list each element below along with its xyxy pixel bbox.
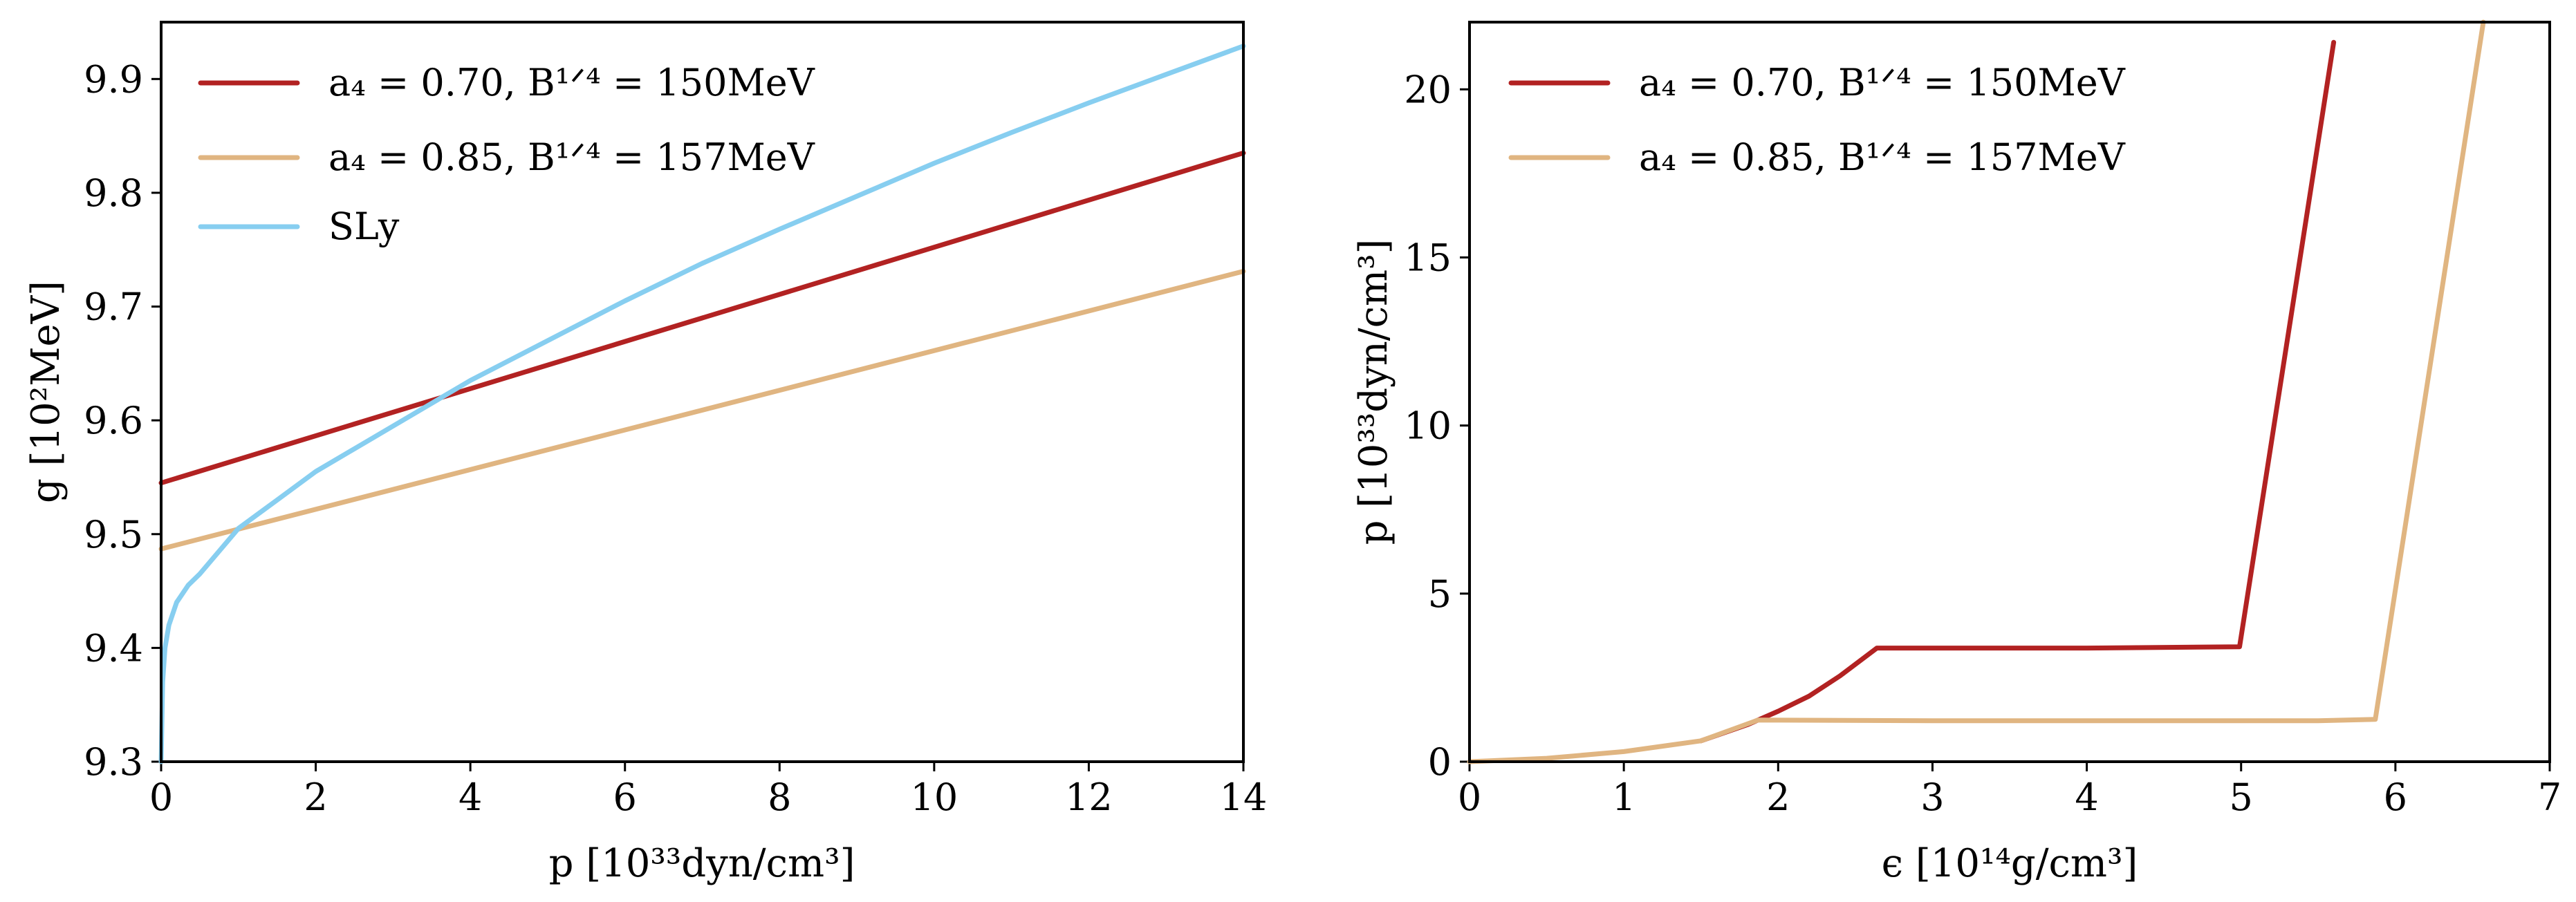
y-tick-label: 9.5 [84,513,143,556]
y-tick-label: 9.7 [84,285,143,329]
x-tick-label: 6 [613,776,637,819]
legend-label-red: a₄ = 0.70, B¹ᐟ⁴ = 150MeV [328,61,815,104]
y-tick-label: 9.9 [84,57,143,101]
right-x-axis-label: ϵ [10¹⁴g/cm³] [1882,841,2138,886]
x-tick-label: 8 [768,776,791,819]
x-tick-label: 14 [1220,776,1268,819]
x-tick-label: 4 [458,776,482,819]
x-tick-label: 5 [2230,776,2253,819]
x-tick-label: 0 [149,776,173,819]
y-tick-label: 9.6 [84,399,143,442]
left-legend: a₄ = 0.70, B¹ᐟ⁴ = 150MeV a₄ = 0.85, B¹ᐟ⁴… [198,61,815,248]
left-axes-frame [160,21,1245,763]
legend-label-red: a₄ = 0.70, B¹ᐟ⁴ = 150MeV [1639,61,2126,104]
series-line-blue [158,44,1246,764]
y-tick-label: 10 [1404,404,1452,448]
right-ticks: 0 1 2 3 4 5 6 7 0 5 10 15 20 [1404,68,2561,819]
y-tick-label: 20 [1404,68,1452,111]
x-tick-label: 1 [1612,776,1636,819]
series-line-tan [1467,19,2486,764]
x-tick-label: 2 [1766,776,1790,819]
series-line-tan [158,269,1246,552]
left-x-axis-label: p [10³³dyn/cm³] [549,841,855,886]
right-series-group [1467,19,2486,764]
x-tick-label: 7 [2538,776,2561,819]
x-tick-label: 0 [1458,776,1481,819]
left-series-group [158,44,1246,764]
y-tick-label: 9.3 [84,740,143,784]
legend-label-tan: a₄ = 0.85, B¹ᐟ⁴ = 157MeV [1639,135,2126,179]
right-axes-frame [1468,21,2551,763]
left-chart: 0 2 4 6 8 10 12 14 9.3 9.4 9.5 9.6 9.7 9.8 9.9 a₄ = 0.… [24,21,1267,886]
right-legend: a₄ = 0.70, B¹ᐟ⁴ = 150MeV a₄ = 0.85, B¹ᐟ⁴… [1508,61,2126,179]
y-tick-label: 9.4 [84,626,143,670]
x-tick-label: 6 [2384,776,2407,819]
y-tick-label: 15 [1404,236,1452,279]
x-tick-label: 2 [304,776,327,819]
right-chart: 0 1 2 3 4 5 6 7 0 5 10 15 20 a₄ = 0.70, B¹ᐟ⁴ = 150Me… [1351,19,2561,886]
x-tick-label: 12 [1065,776,1113,819]
legend-label-tan: a₄ = 0.85, B¹ᐟ⁴ = 157MeV [328,135,815,179]
right-y-axis-label: p [10³³dyn/cm³] [1351,239,1396,545]
x-tick-label: 4 [2075,776,2098,819]
y-tick-label: 5 [1428,572,1452,616]
legend-label-sly: SLy [328,205,400,248]
y-tick-label: 0 [1428,740,1452,784]
y-tick-label: 9.8 [84,171,143,215]
x-tick-label: 3 [1920,776,1944,819]
series-line-red [158,150,1246,486]
x-tick-label: 10 [910,776,958,819]
left-ticks: 0 2 4 6 8 10 12 14 9.3 9.4 9.5 9.6 9.7 9.8 9.9 [84,57,1267,819]
left-y-axis-label: g [10²MeV] [24,281,68,503]
